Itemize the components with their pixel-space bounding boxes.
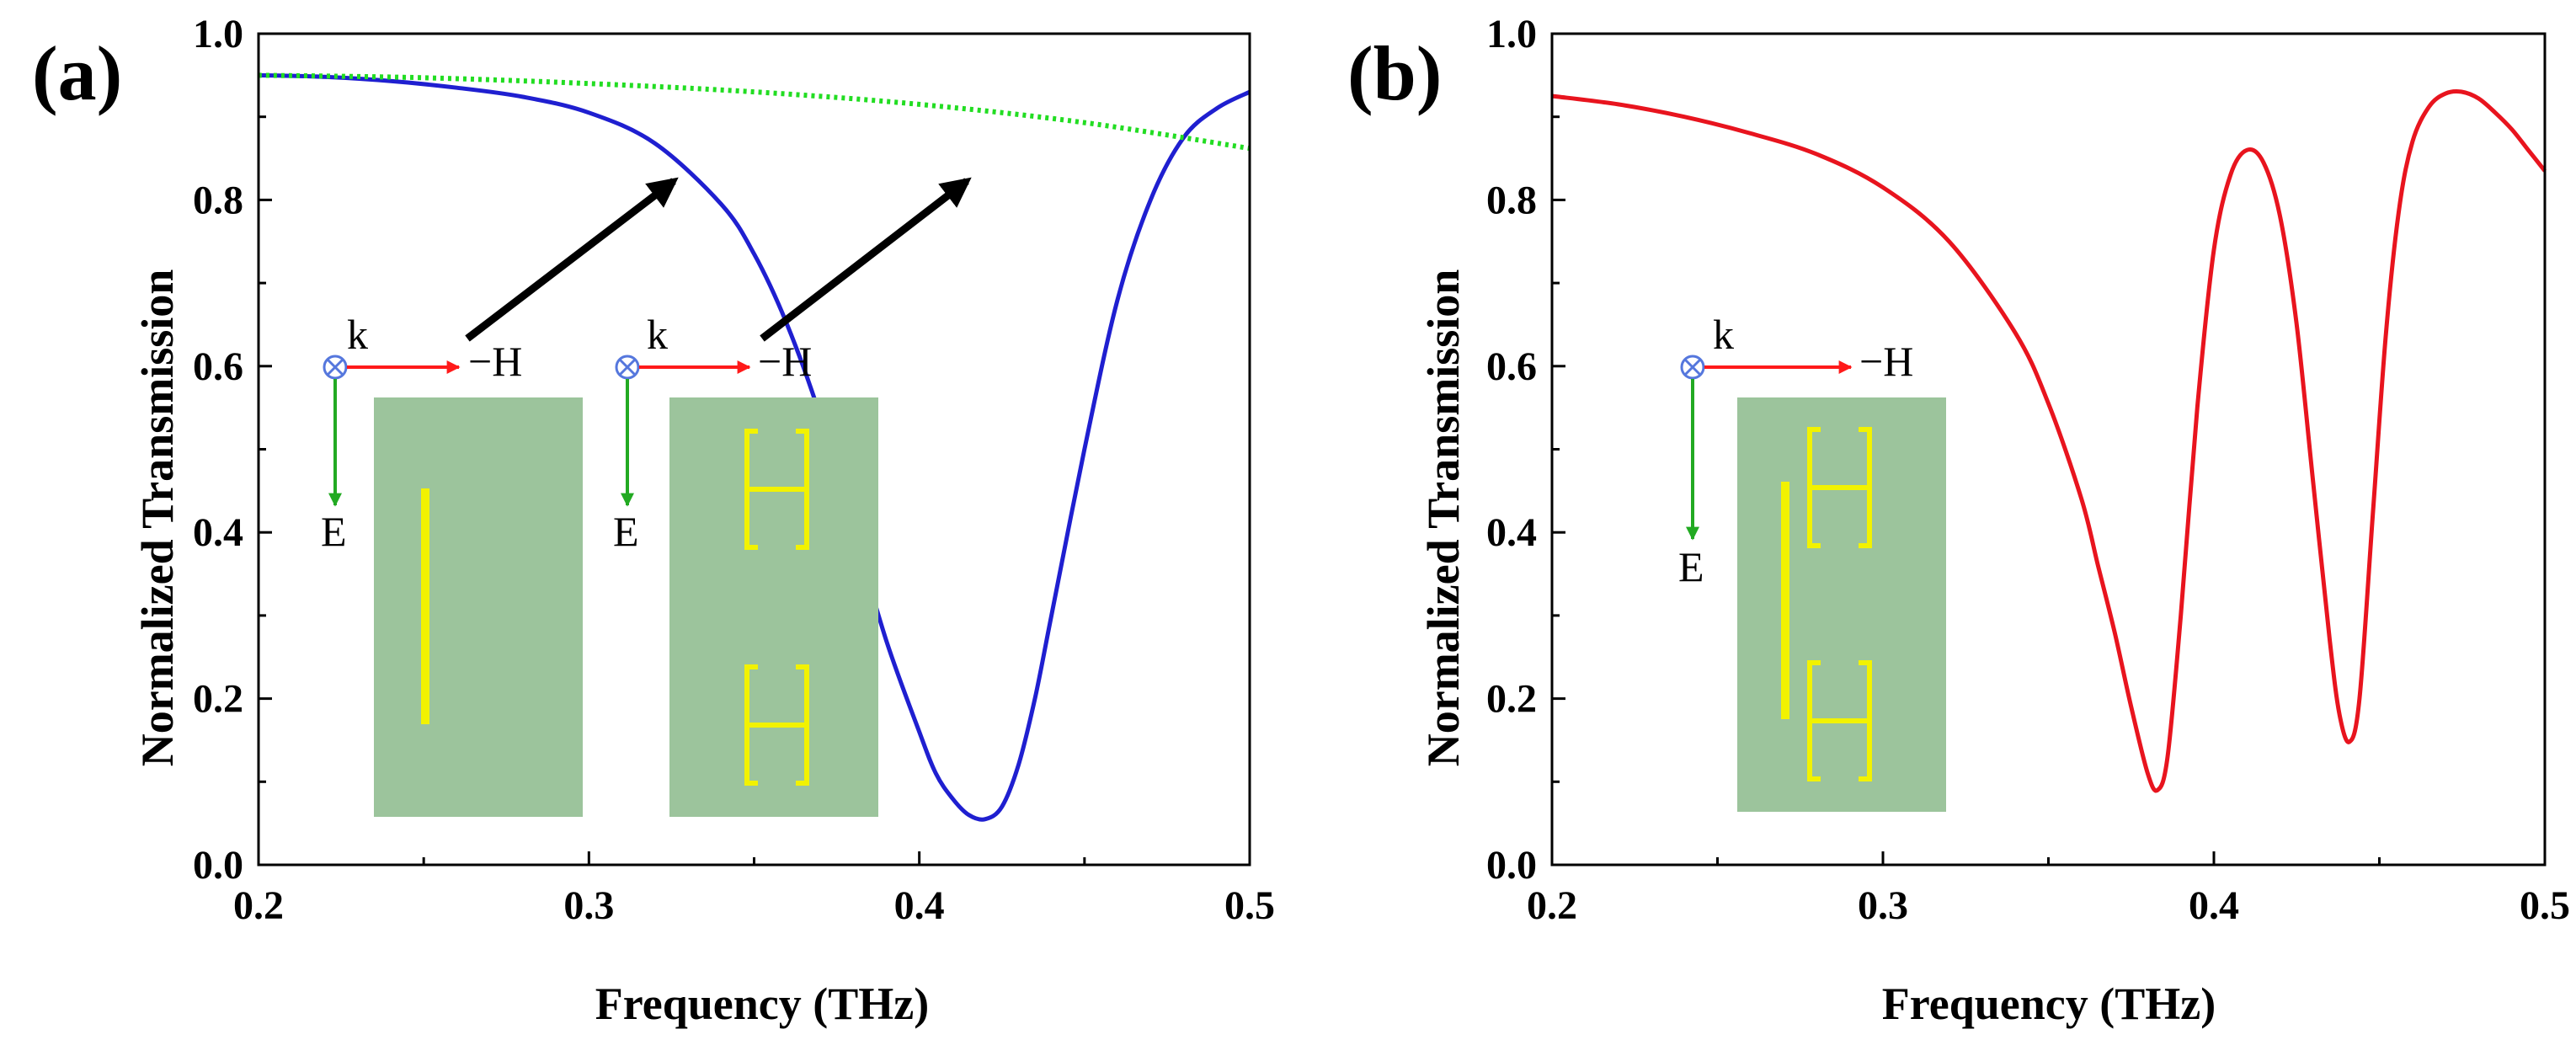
ticks-b: 0.2 0.3 0.4 0.50.00.20.40.60.81.0 xyxy=(1486,12,2570,928)
k-cross-icon xyxy=(618,358,637,376)
panel-label-b: (b) xyxy=(1347,30,1442,116)
inset-a-wire: k −H E xyxy=(321,311,583,817)
y-tick-label-a-1: 0.2 xyxy=(193,677,243,722)
panel-b: (b) Normalized Transmission Frequency (T… xyxy=(1347,12,2570,1029)
srr-pair xyxy=(1807,427,1872,781)
series-a-transmission-green xyxy=(258,72,1251,152)
x-tick-label-b-2: 0.4 xyxy=(2189,883,2239,928)
x-tick-label-a-2: 0.4 xyxy=(894,883,945,928)
e-label: E xyxy=(1678,543,1704,590)
series-b-transmission-red xyxy=(1551,89,2547,793)
k-label: k xyxy=(647,311,668,358)
x-axis-label-a: Frequency (THz) xyxy=(595,979,929,1029)
plot-area-a xyxy=(257,32,1251,867)
y-axis-label-b: Normalized Transmission xyxy=(1418,269,1469,767)
h-label: −H xyxy=(758,338,812,385)
pointer-arrow-wire xyxy=(465,177,679,342)
panel-label-a: (a) xyxy=(32,30,122,116)
y-tick-label-a-3: 0.6 xyxy=(193,344,243,389)
substrate xyxy=(669,397,878,817)
plot-area-b xyxy=(1550,32,2547,867)
x-tick-label-a-3: 0.5 xyxy=(1224,883,1275,928)
panel-a: (a) Normalized Transmission Frequency (T… xyxy=(32,12,1275,1029)
y-tick-label-b-4: 0.8 xyxy=(1486,178,1537,222)
inset-b-combined: k −H E xyxy=(1678,311,1946,812)
cut-wire-resonator xyxy=(1781,482,1789,719)
x-tick-label-b-0: 0.2 xyxy=(1527,883,1577,928)
y-tick-label-b-0: 0.0 xyxy=(1486,843,1537,888)
x-tick-label-b-1: 0.3 xyxy=(1858,883,1908,928)
h-label: −H xyxy=(1859,338,1913,385)
x-tick-label-b-3: 0.5 xyxy=(2520,883,2570,928)
x-tick-label-a-0: 0.2 xyxy=(233,883,284,928)
k-label: k xyxy=(1713,311,1734,358)
y-tick-label-a-2: 0.4 xyxy=(193,510,243,555)
e-label: E xyxy=(613,508,639,555)
series-a-transmission-blue xyxy=(258,72,1251,822)
y-tick-label-a-4: 0.8 xyxy=(193,178,243,222)
y-tick-label-b-2: 0.4 xyxy=(1486,510,1537,555)
y-tick-label-a-5: 1.0 xyxy=(193,12,243,56)
srr-pair xyxy=(744,429,809,786)
k-label: k xyxy=(347,311,368,358)
curves-b xyxy=(1551,89,2547,793)
substrate xyxy=(374,397,583,817)
y-tick-label-b-1: 0.2 xyxy=(1486,677,1537,722)
y-tick-label-a-0: 0.0 xyxy=(193,843,243,888)
x-tick-label-a-1: 0.3 xyxy=(563,883,614,928)
inset-a-srr: k −H E xyxy=(613,311,878,817)
ticks-a: 0.2 0.3 0.4 0.50.00.20.40.60.81.0 xyxy=(193,12,1275,928)
pointer-arrow-srr xyxy=(760,177,972,342)
e-label: E xyxy=(321,508,347,555)
y-tick-label-b-3: 0.6 xyxy=(1486,344,1537,389)
substrate xyxy=(1737,397,1946,812)
y-axis-label-a: Normalized Transmission xyxy=(132,269,183,767)
cut-wire-resonator xyxy=(421,488,429,724)
curves-a xyxy=(258,72,1251,822)
k-cross-icon xyxy=(1683,358,1702,376)
y-tick-label-b-5: 1.0 xyxy=(1486,12,1537,56)
h-label: −H xyxy=(468,338,522,385)
k-cross-icon xyxy=(326,358,344,376)
x-axis-label-b: Frequency (THz) xyxy=(1882,979,2216,1029)
